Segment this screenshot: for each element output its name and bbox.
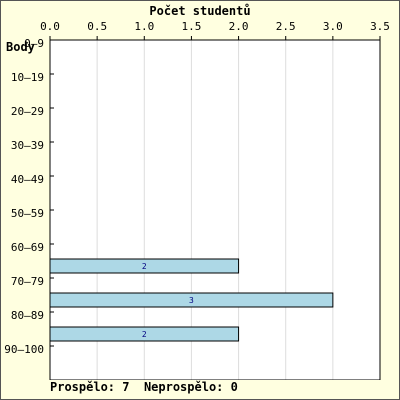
plot-area [50,40,380,380]
x-tick-label: 1.0 [134,20,154,33]
y-tick-label: 30–39 [11,139,44,152]
x-tick-label: 0.5 [87,20,107,33]
y-tick-label: 50–59 [11,207,44,220]
y-tick-label: 90–100 [4,343,44,356]
chart-title: Počet studentů [149,4,251,18]
x-tick-label: 3.5 [370,20,390,33]
x-tick-label: 2.5 [276,20,296,33]
plot-border [49,39,381,380]
y-tick-label: 20–29 [11,105,44,118]
y-tick-label: 0–9 [24,37,44,50]
x-tick-label: 3.0 [323,20,343,33]
x-tick-label: 1.5 [181,20,201,33]
passed-count: Prospělo: 7 [50,380,130,394]
data-label: 2 [142,262,147,271]
x-tick-label: 0.0 [40,20,60,33]
bar-chart: 0.0 0.5 1.0 1.5 2.0 2.5 3.0 3.5 0–9 10–19 20–29 30–… [4,20,390,380]
y-tick-label: 70–79 [11,275,44,288]
y-tick-label: 80–89 [11,309,44,322]
y-axis-title: Body [6,40,35,54]
y-tick-label: 40–49 [11,173,44,186]
y-tick-label: 60–69 [11,241,44,254]
x-tick-label: 2.0 [229,20,249,33]
y-tick-label: 10–19 [11,71,44,84]
data-label: 3 [189,296,194,305]
data-label: 2 [142,330,147,339]
chart-footer: Prospělo: 7 Neprospělo: 0 [50,380,238,394]
failed-count: Neprospělo: 0 [143,380,238,394]
